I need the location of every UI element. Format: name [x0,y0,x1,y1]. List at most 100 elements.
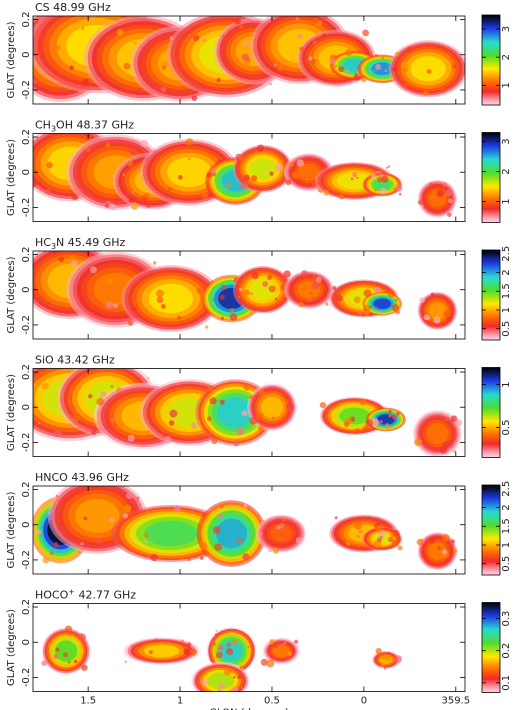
panel-5: 0.2 0 -0.2 GLAT (degrees) HNCO 43.96 GHz 0.5 1… [6,471,512,576]
emission-speck [311,281,320,290]
colorbar [481,132,501,223]
contour-level [75,498,120,533]
emission-speck [285,179,292,186]
emission-speck [344,421,350,427]
colorbar-tick-label: 2 [501,504,512,510]
emission-speck [131,644,135,647]
emission-speck [394,298,398,302]
emission-speck [440,88,445,93]
emission-speck [374,306,378,309]
emission-speck [400,61,409,70]
colorbar [481,602,501,693]
y-tick-label: -0.2 [21,433,32,453]
emission-speck [211,641,216,647]
emission-speck [184,656,188,659]
colorbar-tick-label: 2.5 [501,481,512,497]
emission-speck [89,16,96,19]
y-tick-label: -0.2 [21,198,32,218]
emission-speck [54,429,62,437]
emission-speck [384,423,390,428]
emission-speck [201,679,209,686]
colorbar-tick-label: 1 [501,198,512,204]
emission-speck [305,180,308,183]
emission-speck [164,436,172,444]
y-tick-label: 0.2 [21,599,32,615]
emission-speck [381,56,385,59]
emission-speck [69,254,76,261]
emission-speck [224,667,232,676]
colorbar [481,14,501,106]
emission-speck [181,639,184,643]
emission-speck [436,190,444,198]
x-tick-label: 0.5 [264,696,280,707]
emission-clump [47,486,147,554]
emission-map [33,133,458,218]
emission-speck [298,301,304,307]
y-tick-label: -0.2 [21,668,32,688]
colorbar-tick-label: 1 [501,82,512,88]
colorbar-tick-label: 1 [501,381,512,387]
emission-speck [287,651,293,657]
emission-speck [82,78,89,85]
emission-speck [414,438,422,446]
plot-frame [32,603,466,692]
emission-speck [310,58,317,65]
emission-speck [325,302,329,306]
emission-speck [131,202,139,210]
emission-speck [239,665,245,671]
emission-speck [211,437,218,445]
emission-speck [127,434,135,442]
emission-speck [429,182,434,187]
emission-speck [42,556,50,564]
contour-level [207,672,234,690]
emission-speck [362,29,369,37]
emission-speck [346,541,351,546]
emission-speck [387,165,391,168]
colorbar-tick-label: 0.3 [501,611,512,627]
emission-speck [104,203,109,208]
emission-speck [352,172,358,178]
emission-clump [41,625,91,675]
emission-speck [243,384,251,391]
y-tick-label: -0.2 [21,315,32,335]
emission-speck [375,64,382,70]
emission-speck [428,536,436,544]
emission-speck [218,682,225,690]
emission-speck [148,650,153,655]
emission-speck [452,64,457,69]
panel-title: CS 48.99 GHz [35,1,111,14]
emission-speck [197,693,200,696]
emission-speck [100,391,107,398]
emission-speck [212,298,215,301]
emission-speck [391,414,397,420]
emission-speck [361,77,367,83]
contour-level [270,525,293,542]
contour-level [217,397,253,428]
emission-speck [202,38,207,42]
emission-speck [199,524,203,528]
emission-speck [448,198,453,204]
emission-speck [444,418,448,422]
emission-speck [155,638,158,641]
emission-speck [358,311,363,316]
emission-speck [189,648,197,656]
emission-clump [362,525,403,551]
emission-speck [241,410,248,417]
emission-clump [388,40,465,98]
emission-speck [387,289,396,298]
colorbar-tick-label: 0.1 [501,675,512,691]
colorbar-tick-label: 2 [501,54,512,60]
y-axis-label: GLAT (degrees) [6,139,17,216]
emission-speck [295,17,299,21]
emission-speck [255,408,259,412]
contour-level [216,518,247,549]
emission-speck [112,302,119,309]
contour-level [428,302,447,320]
emission-speck [262,519,265,522]
emission-speck [185,138,194,146]
emission-speck [438,437,443,442]
emission-speck [268,548,273,553]
emission-speck [453,549,458,553]
emission-speck [33,423,35,427]
emission-speck [78,633,86,642]
